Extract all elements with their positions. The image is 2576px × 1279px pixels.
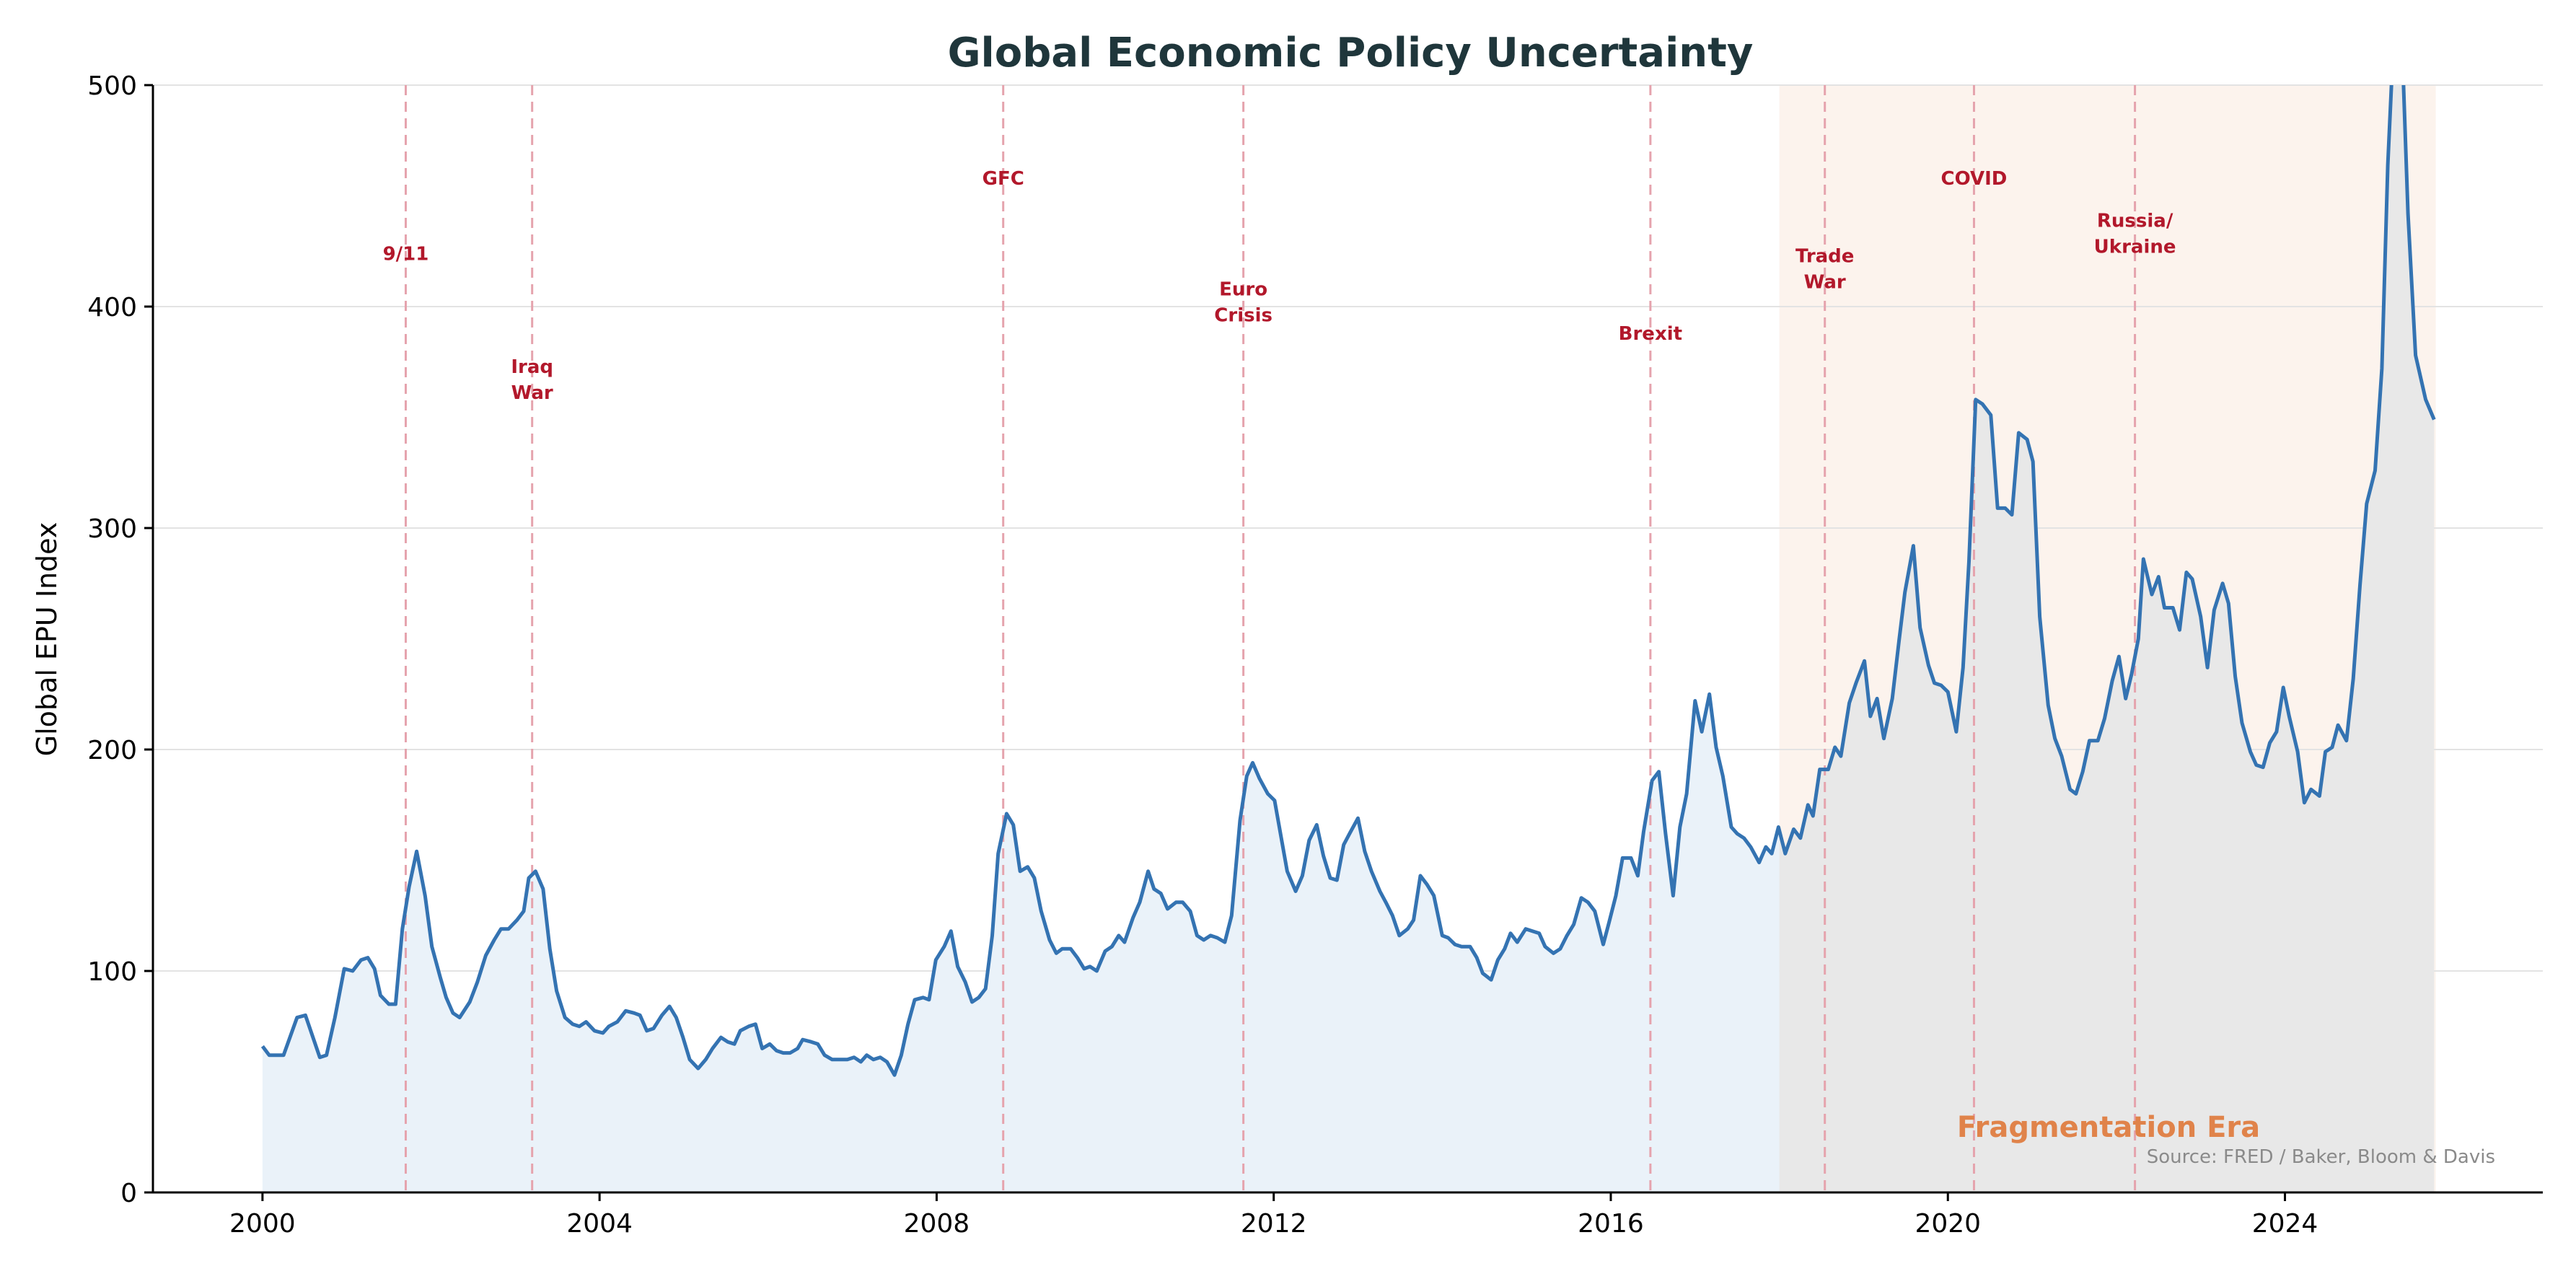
area-fill-pre-era xyxy=(262,694,1780,1192)
x-tick-label: 2020 xyxy=(1915,1209,1981,1239)
y-axis-label: Global EPU Index xyxy=(31,522,63,757)
y-tick-label: 500 xyxy=(87,71,137,101)
source-note: Source: FRED / Baker, Bloom & Davis xyxy=(2147,1146,2495,1168)
x-tick-label: 2000 xyxy=(229,1209,296,1239)
event-label: COVID xyxy=(1941,168,2008,190)
y-tick-label: 200 xyxy=(87,736,137,765)
era-label: Fragmentation Era xyxy=(1957,1111,2260,1144)
event-label: Russia/ xyxy=(2097,210,2173,232)
x-tick-label: 2008 xyxy=(904,1209,970,1239)
event-label: War xyxy=(511,382,553,404)
chart-title: Global Economic Policy Uncertainty xyxy=(948,30,1754,76)
x-tick-label: 2024 xyxy=(2252,1209,2318,1239)
event-label: Ukraine xyxy=(2094,236,2176,258)
event-label: Brexit xyxy=(1619,323,1682,345)
area-fill-era xyxy=(1779,85,2435,1192)
event-label: Euro xyxy=(1219,279,1267,301)
event-label: 9/11 xyxy=(383,244,429,265)
x-tick-label: 2016 xyxy=(1578,1209,1644,1239)
event-label: Crisis xyxy=(1214,305,1272,327)
event-label: War xyxy=(1804,272,1846,294)
x-tick-label: 2004 xyxy=(566,1209,633,1239)
epu-series-line xyxy=(260,85,2436,1077)
event-label: Trade xyxy=(1795,246,1855,268)
event-label: Iraq xyxy=(511,356,553,378)
y-tick-label: 100 xyxy=(87,957,137,987)
event-label: GFC xyxy=(983,168,1024,190)
y-tick-label: 0 xyxy=(120,1179,137,1208)
y-tick-label: 300 xyxy=(87,514,137,544)
x-tick-label: 2012 xyxy=(1241,1209,1307,1239)
y-tick-label: 400 xyxy=(87,293,137,322)
